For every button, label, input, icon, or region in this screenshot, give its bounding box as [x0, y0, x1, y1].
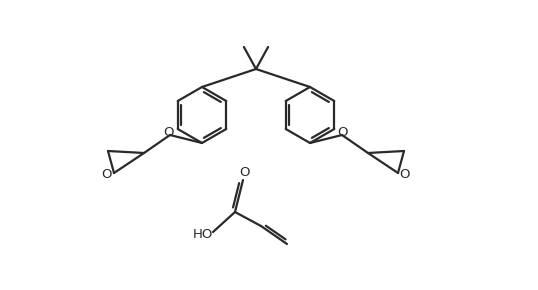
Text: O: O — [164, 126, 174, 139]
Text: HO: HO — [193, 229, 213, 242]
Text: O: O — [239, 166, 249, 180]
Text: O: O — [338, 126, 348, 139]
Text: O: O — [102, 168, 112, 180]
Text: O: O — [400, 168, 410, 180]
